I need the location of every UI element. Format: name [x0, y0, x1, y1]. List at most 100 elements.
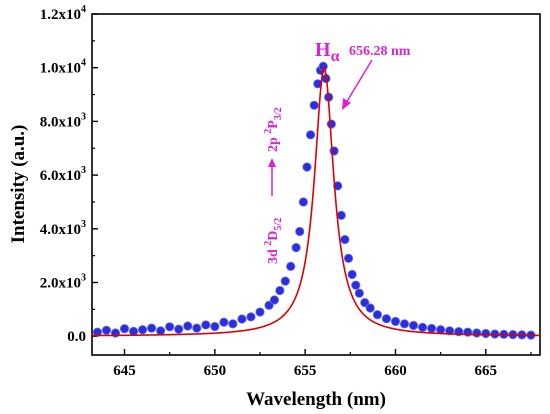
- y-tick-mantissa: 1.0x10: [40, 61, 81, 77]
- lower-sup: 2: [263, 129, 274, 134]
- data-point: [417, 322, 428, 332]
- x-tick-label: 655: [294, 363, 317, 379]
- x-tick-label: 665: [475, 363, 498, 379]
- x-tick-label: 645: [113, 363, 136, 379]
- data-point: [174, 324, 184, 334]
- y-tick-exponent: 3: [81, 165, 86, 176]
- y-tick-labels: 0.02.0x1034.0x1036.0x1038.0x1031.0x1041.…: [40, 4, 86, 345]
- peak-wavelength-label: 656.28 nm: [349, 44, 411, 59]
- data-point: [192, 323, 202, 333]
- data-point: [302, 162, 312, 172]
- upper-term: D: [266, 231, 281, 241]
- fit-curve: [91, 66, 541, 337]
- y-tick-label: 2.0x103: [40, 273, 86, 292]
- data-point: [298, 197, 308, 207]
- y-tick-exponent: 3: [81, 219, 86, 230]
- y-tick-mantissa: 2.0x10: [40, 276, 81, 292]
- data-point: [408, 320, 419, 331]
- data-point: [210, 321, 220, 332]
- data-point: [228, 319, 238, 329]
- svg-text:2p 2P3/2: 2p 2P3/2: [263, 107, 284, 152]
- data-point: [336, 210, 346, 220]
- data-point: [333, 181, 343, 191]
- y-tick-mantissa: 0.0: [67, 329, 86, 345]
- y-tick-label: 6.0x103: [40, 165, 86, 184]
- data-point: [427, 323, 437, 334]
- y-tick-mantissa: 4.0x10: [40, 222, 81, 238]
- data-point: [295, 226, 305, 237]
- data-point: [291, 242, 301, 253]
- y-tick-label: 1.0x104: [40, 58, 86, 77]
- data-point: [381, 314, 392, 324]
- x-tick-labels: 645 650 655 660 665: [113, 363, 497, 379]
- data-point: [183, 321, 193, 331]
- y-tick-exponent: 4: [81, 4, 86, 15]
- upper-state: 3d: [266, 246, 281, 264]
- x-axis-title: Wavelength (nm): [246, 389, 386, 410]
- data-point: [286, 261, 296, 271]
- data-point: [354, 288, 364, 298]
- y-tick-mantissa: 6.0x10: [40, 168, 81, 184]
- y-tick-label: 8.0x103: [40, 111, 86, 130]
- svg-text:3d 2D5/2: 3d 2D5/2: [263, 218, 284, 264]
- transition-label: 3d 2D5/2 2p 2P3/2: [263, 107, 284, 264]
- data-point: [246, 312, 256, 322]
- data-point: [313, 79, 323, 89]
- lower-sub: 3/2: [273, 107, 284, 120]
- data-point: [372, 310, 383, 320]
- data-point: [305, 130, 316, 140]
- data-point: [147, 323, 157, 333]
- data-point: [360, 298, 370, 308]
- y-tick-exponent: 4: [81, 58, 86, 69]
- data-point: [340, 234, 350, 245]
- data-point: [343, 253, 354, 263]
- peak-label-h: H: [315, 39, 331, 61]
- y-tick-mantissa: 1.2x10: [40, 7, 81, 23]
- y-tick-exponent: 3: [81, 273, 86, 284]
- data-point: [165, 322, 175, 332]
- upper-sup: 2: [263, 241, 274, 246]
- y-tick-exponent: 3: [81, 111, 86, 122]
- data-point: [255, 307, 265, 317]
- data-point: [309, 100, 319, 110]
- data-point: [472, 328, 482, 338]
- data-point: [399, 319, 410, 329]
- data-point: [445, 326, 455, 336]
- data-point: [490, 329, 500, 339]
- data-point: [101, 325, 112, 335]
- data-point: [128, 326, 139, 336]
- data-points: [92, 61, 536, 340]
- data-point: [119, 324, 130, 334]
- data-point: [264, 300, 274, 310]
- data-point: [156, 326, 166, 336]
- peak-label: Hα: [315, 39, 340, 65]
- data-point: [237, 314, 247, 324]
- data-point: [219, 317, 229, 327]
- x-tick-label: 650: [204, 363, 227, 379]
- x-tick-label: 660: [384, 363, 407, 379]
- data-point: [269, 295, 280, 305]
- data-point: [481, 328, 491, 339]
- data-point: [347, 269, 357, 280]
- lower-state: 2p: [266, 134, 281, 152]
- data-point: [326, 119, 336, 129]
- y-tick-label: 0.0: [67, 329, 86, 345]
- peak-label-alpha: α: [331, 48, 340, 65]
- data-point: [92, 327, 103, 337]
- upper-sub: 5/2: [273, 218, 284, 231]
- peak-arrow-head: [342, 98, 351, 110]
- data-point: [275, 285, 285, 296]
- y-tick-label: 1.2x104: [40, 4, 86, 23]
- peak-arrow-line: [345, 59, 373, 104]
- data-point: [280, 276, 290, 286]
- transition-arrow-head: [268, 158, 276, 167]
- data-point: [365, 303, 375, 313]
- data-point: [137, 325, 148, 335]
- data-point: [351, 280, 361, 290]
- lower-term: P: [266, 120, 281, 129]
- data-point: [201, 320, 211, 330]
- data-point: [390, 316, 401, 327]
- y-tick-label: 4.0x103: [40, 219, 86, 238]
- plot-area: [91, 13, 541, 356]
